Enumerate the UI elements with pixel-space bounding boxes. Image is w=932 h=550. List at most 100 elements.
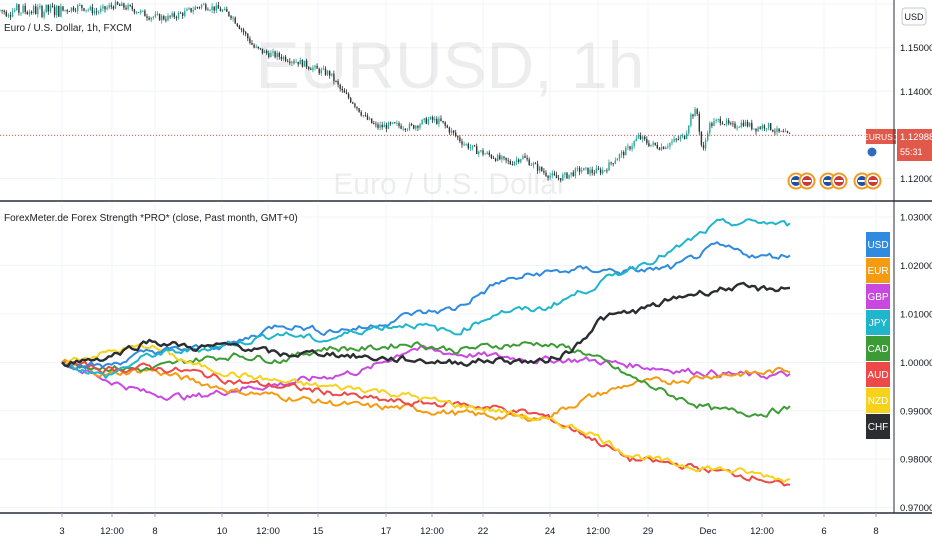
candle-body <box>457 135 459 138</box>
strength-line-gbp <box>61 344 791 401</box>
candle-body <box>427 119 430 124</box>
candle-body <box>389 122 392 124</box>
candle-body <box>570 172 572 175</box>
candle-body <box>41 6 43 17</box>
candle-body <box>324 68 327 75</box>
legend-item-gbp: GBP <box>866 284 890 309</box>
candle-body <box>43 12 45 17</box>
candle-body <box>629 146 631 150</box>
candle-body <box>100 8 102 12</box>
candle-body <box>690 114 692 126</box>
candle-body <box>51 5 54 7</box>
legend-label: GBP <box>867 292 888 303</box>
candle-body <box>597 168 600 170</box>
candle-body <box>289 61 291 63</box>
indicator-y-axis[interactable]: 0.97000 0.98000 0.99000 1.00000 1.01000 1.020… <box>900 213 932 514</box>
candle-body <box>581 170 583 172</box>
candle-body <box>728 120 730 124</box>
time-tick-label: 10 <box>217 526 228 537</box>
event-icons[interactable] <box>787 146 882 190</box>
candle-body <box>219 8 222 12</box>
candle-body <box>589 169 591 174</box>
candle-body <box>780 131 782 133</box>
candle-body <box>442 120 444 123</box>
last-price-symbol: EURUSD <box>863 132 899 142</box>
candle-body <box>413 125 415 129</box>
candle-body <box>576 168 579 169</box>
candle-body <box>633 141 635 146</box>
candle-body <box>184 10 186 16</box>
candle-body <box>200 4 203 8</box>
legend-label: AUD <box>867 370 888 381</box>
candle-body <box>192 9 194 12</box>
candle-body <box>734 123 736 128</box>
candle-body <box>702 145 705 149</box>
time-tick-label: 8 <box>152 526 157 537</box>
candle-body <box>417 125 419 128</box>
time-tick-label: 17 <box>381 526 392 537</box>
candle-body <box>646 139 648 144</box>
candle-body <box>688 125 690 134</box>
candle-body <box>385 124 388 129</box>
candle-body <box>431 116 434 121</box>
candle-body <box>610 162 612 164</box>
candle-body <box>604 170 606 172</box>
candle-body <box>679 136 682 140</box>
indicator-tick-label: 0.99000 <box>900 406 932 417</box>
candle-body <box>74 10 77 12</box>
candle-body <box>26 11 28 15</box>
candle-body <box>784 131 787 133</box>
candle-body <box>165 19 167 21</box>
candle-body <box>339 84 341 89</box>
candle-body <box>102 6 104 9</box>
strength-line-cad <box>61 341 791 418</box>
candle-body <box>121 3 123 6</box>
event-marker-icon[interactable] <box>866 146 878 158</box>
candle-body <box>473 145 476 147</box>
candle-body <box>560 178 562 181</box>
candle-body <box>484 153 486 155</box>
candle-body <box>347 93 350 99</box>
candle-body <box>247 33 249 39</box>
candle-body <box>562 174 564 181</box>
candle-body <box>211 6 213 10</box>
candle-body <box>329 71 331 76</box>
candle-body <box>436 118 438 124</box>
candle-body <box>511 164 514 165</box>
currency-button[interactable]: USD <box>901 7 927 26</box>
candle-body <box>446 125 448 128</box>
flag-pair-icon[interactable] <box>853 172 882 190</box>
candle-body <box>667 146 669 148</box>
candle-body <box>400 125 402 129</box>
flag-pair-icon[interactable] <box>819 172 848 190</box>
candle-body <box>434 118 436 121</box>
flag-pair-icon[interactable] <box>787 172 816 190</box>
candle-body <box>108 5 110 8</box>
candle-body <box>669 143 671 147</box>
candle-body <box>763 125 766 129</box>
candle-body <box>0 9 1 11</box>
candle-body <box>381 124 383 128</box>
price-pane[interactable]: EURUSD, 1h Euro / U.S. Dollar Euro / U.S… <box>0 0 894 201</box>
candle-body <box>392 122 394 124</box>
time-tick-label: 6 <box>821 526 826 537</box>
indicator-pane[interactable]: ForexMeter.de Forex Strength *PRO* (clos… <box>0 203 894 512</box>
indicator-tick-label: 0.97000 <box>900 503 932 514</box>
last-price-value: 1.12988 <box>900 132 932 143</box>
candle-body <box>602 170 604 174</box>
candle-body <box>156 14 159 15</box>
candle-body <box>746 121 749 127</box>
candle-body <box>591 169 593 173</box>
candle-body <box>251 43 253 45</box>
candle-body <box>698 113 700 132</box>
candle-body <box>387 122 390 129</box>
candle-body <box>47 4 49 12</box>
candle-body <box>125 7 127 10</box>
candle-body <box>310 68 312 70</box>
time-axis[interactable]: 3 12:00 8 10 12:00 15 17 12:00 22 24 12:00 29 Dec 12:… <box>59 513 879 537</box>
price-tick-label: 1.14000 <box>900 87 932 98</box>
candle-body <box>291 61 293 63</box>
candle-body <box>423 118 425 120</box>
price-pane-legend: Euro / U.S. Dollar, 1h, FXCM <box>4 23 132 34</box>
